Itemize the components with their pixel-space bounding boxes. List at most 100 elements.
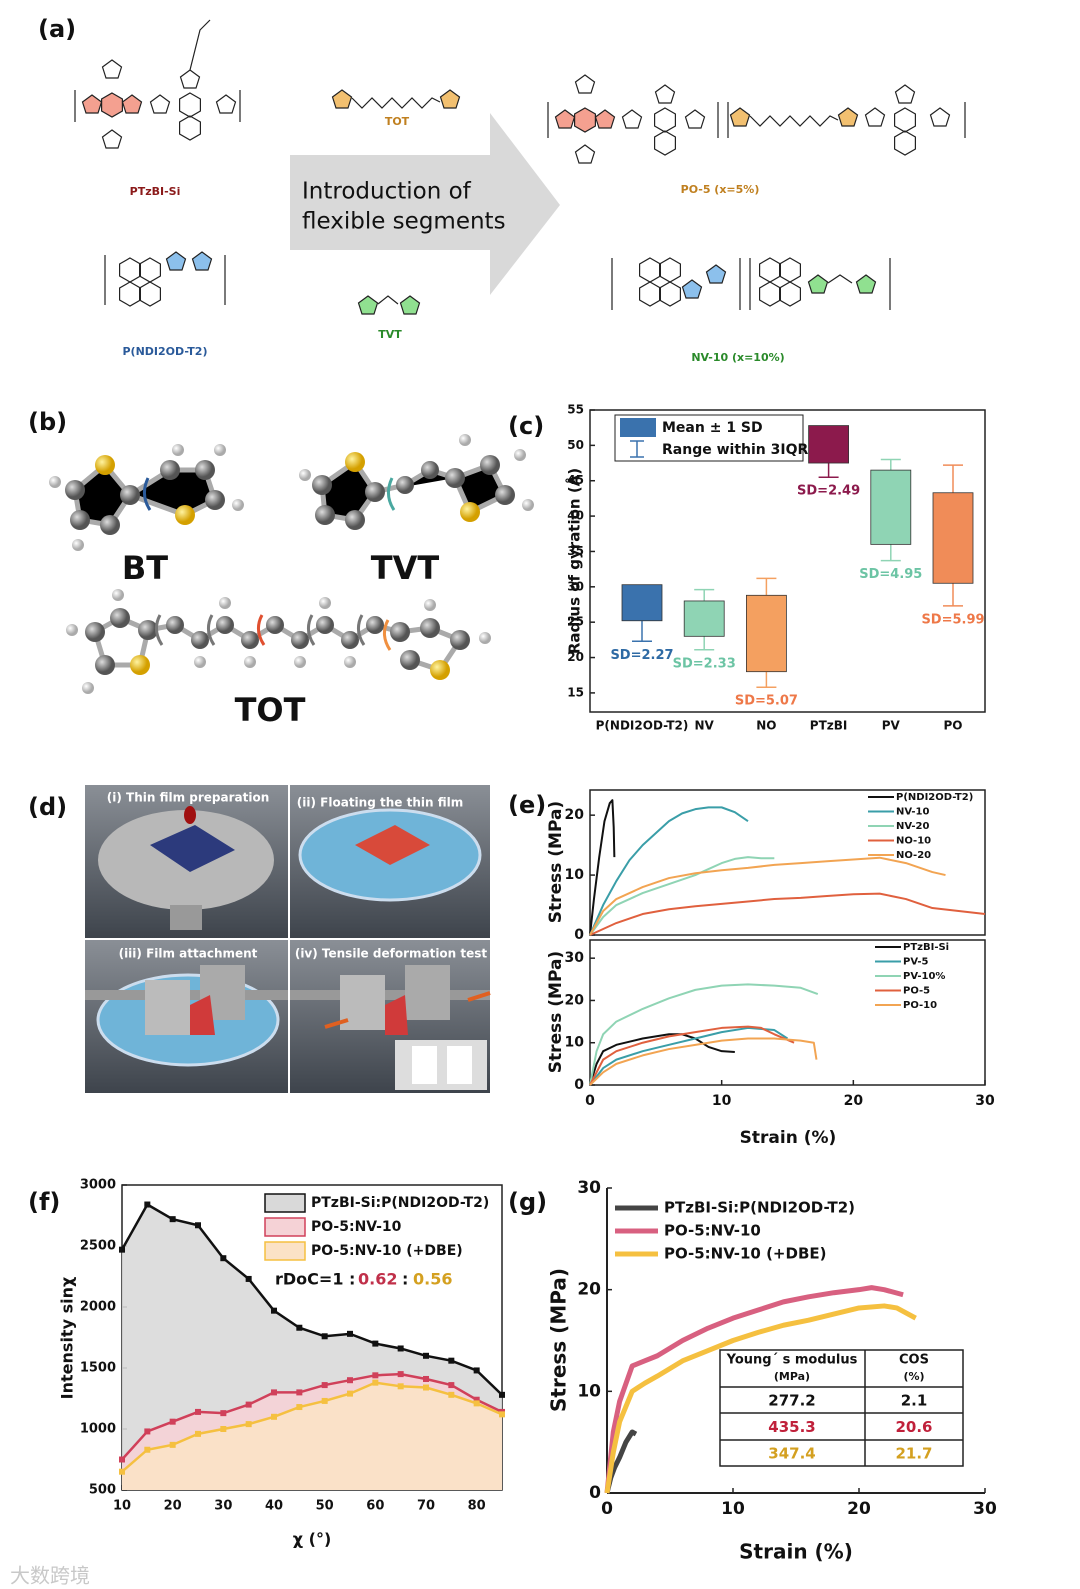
marker	[220, 1426, 227, 1432]
y-tick-label: 45	[567, 473, 584, 487]
legend-label: NV-10	[896, 807, 929, 818]
table-cell: 21.7	[895, 1445, 932, 1463]
structure-po5	[547, 74, 966, 164]
table-header: (%)	[903, 1370, 924, 1383]
marker	[245, 1275, 252, 1282]
marker	[195, 1222, 201, 1229]
x-tick-label: 20	[847, 1499, 871, 1519]
box	[746, 594, 787, 673]
table-header: Young´ s modulus	[726, 1353, 858, 1368]
y-tick-label: 25	[567, 615, 584, 629]
series-line	[589, 1025, 795, 1086]
series-line	[589, 799, 616, 936]
marker	[169, 1216, 176, 1223]
legend-label: PO-5	[903, 986, 930, 997]
molecule-bt	[49, 444, 244, 551]
y-axis-label: Intensity sinχ	[58, 1277, 77, 1400]
arrow	[290, 113, 560, 295]
marker	[397, 1345, 404, 1352]
x-tick-label: 30	[214, 1499, 232, 1514]
table-cell: 277.2	[768, 1392, 815, 1410]
legend-label: PTzBI-Si:P(NDI2OD-T2)	[664, 1199, 855, 1217]
y-tick-label: 50	[567, 438, 584, 452]
legend-label: PV-10%	[903, 971, 945, 982]
marker	[296, 1389, 303, 1396]
y-tick-label: 10	[565, 867, 585, 883]
y-axis-label: Stress (MPa)	[547, 1268, 571, 1412]
step-label: (ii) Floating the thin film	[297, 796, 463, 810]
marker	[119, 1468, 125, 1475]
marker	[372, 1379, 379, 1386]
x-tick-label: 80	[468, 1499, 486, 1514]
marker	[499, 1391, 505, 1398]
marker	[347, 1377, 353, 1384]
box	[932, 492, 974, 584]
marker	[423, 1352, 429, 1359]
series-line	[589, 806, 749, 936]
marker	[347, 1330, 353, 1337]
y-tick-label: 20	[567, 650, 584, 664]
y-tick-label: 20	[565, 807, 585, 823]
x-axis-label: Strain (%)	[740, 1128, 837, 1148]
legend-label: NV-20	[896, 821, 929, 832]
table-cell: 2.1	[901, 1392, 928, 1410]
polymer-name: PTzBI-Si	[130, 185, 181, 198]
marker	[245, 1421, 252, 1428]
plot-frame	[589, 409, 986, 713]
series-line	[120, 1202, 503, 1396]
panel-label: (a)	[38, 15, 76, 43]
y-tick-label: 2000	[80, 1300, 116, 1315]
structure-linkers	[331, 89, 461, 315]
annotation: 0.62	[358, 1270, 397, 1289]
step-label: (iv) Tensile deformation test	[295, 947, 488, 961]
table-frame	[719, 1349, 964, 1467]
marker	[119, 1246, 125, 1253]
x-tick-label: 10	[721, 1499, 745, 1519]
x-tick-label: NV	[695, 719, 715, 733]
x-tick-label: NO	[756, 719, 776, 733]
y-tick-label: 55	[567, 403, 584, 417]
linker-name: TVT	[378, 328, 402, 341]
marker	[473, 1396, 480, 1403]
marker	[448, 1382, 455, 1389]
y-tick-label: 10	[577, 1381, 601, 1401]
y-axis-label: Radius of gyration (Å)	[565, 468, 584, 654]
plot-frame	[589, 789, 986, 936]
x-tick-label: 10	[113, 1499, 131, 1514]
box	[870, 469, 912, 545]
structure-nv10	[611, 257, 891, 310]
y-tick-label: 0	[574, 1077, 584, 1093]
y-tick-label: 20	[577, 1280, 601, 1300]
series-line	[121, 1381, 503, 1473]
marker	[144, 1201, 151, 1208]
y-tick-label: 0	[589, 1483, 601, 1503]
marker	[321, 1382, 328, 1389]
table-header: (MPa)	[774, 1370, 810, 1383]
marker	[473, 1367, 480, 1374]
y-tick-label: 2500	[80, 1239, 116, 1254]
marker	[220, 1255, 227, 1262]
marker	[119, 1456, 125, 1463]
legend-label: Mean ± 1 SD	[662, 420, 763, 436]
marker	[423, 1384, 429, 1391]
legend-swatch	[630, 440, 644, 458]
x-tick-label: 10	[712, 1093, 732, 1109]
product-name: NV-10 (x=10%)	[691, 351, 784, 364]
y-tick-label: 3000	[80, 1178, 116, 1193]
series-line	[589, 856, 946, 936]
marker	[144, 1428, 151, 1435]
annotation: :	[402, 1270, 408, 1289]
table-cell: 347.4	[768, 1445, 815, 1463]
marker	[271, 1307, 277, 1314]
structure-ptzbi	[74, 19, 241, 149]
x-tick-label: 0	[585, 1093, 595, 1109]
box	[621, 584, 663, 622]
marker	[448, 1391, 455, 1398]
marker	[347, 1390, 353, 1397]
marker	[448, 1357, 455, 1364]
y-axis-label: Stress (MPa)	[546, 951, 566, 1073]
y-tick-label: 30	[567, 579, 584, 593]
annotation: SD=5.99	[921, 612, 984, 627]
marker	[372, 1372, 379, 1379]
